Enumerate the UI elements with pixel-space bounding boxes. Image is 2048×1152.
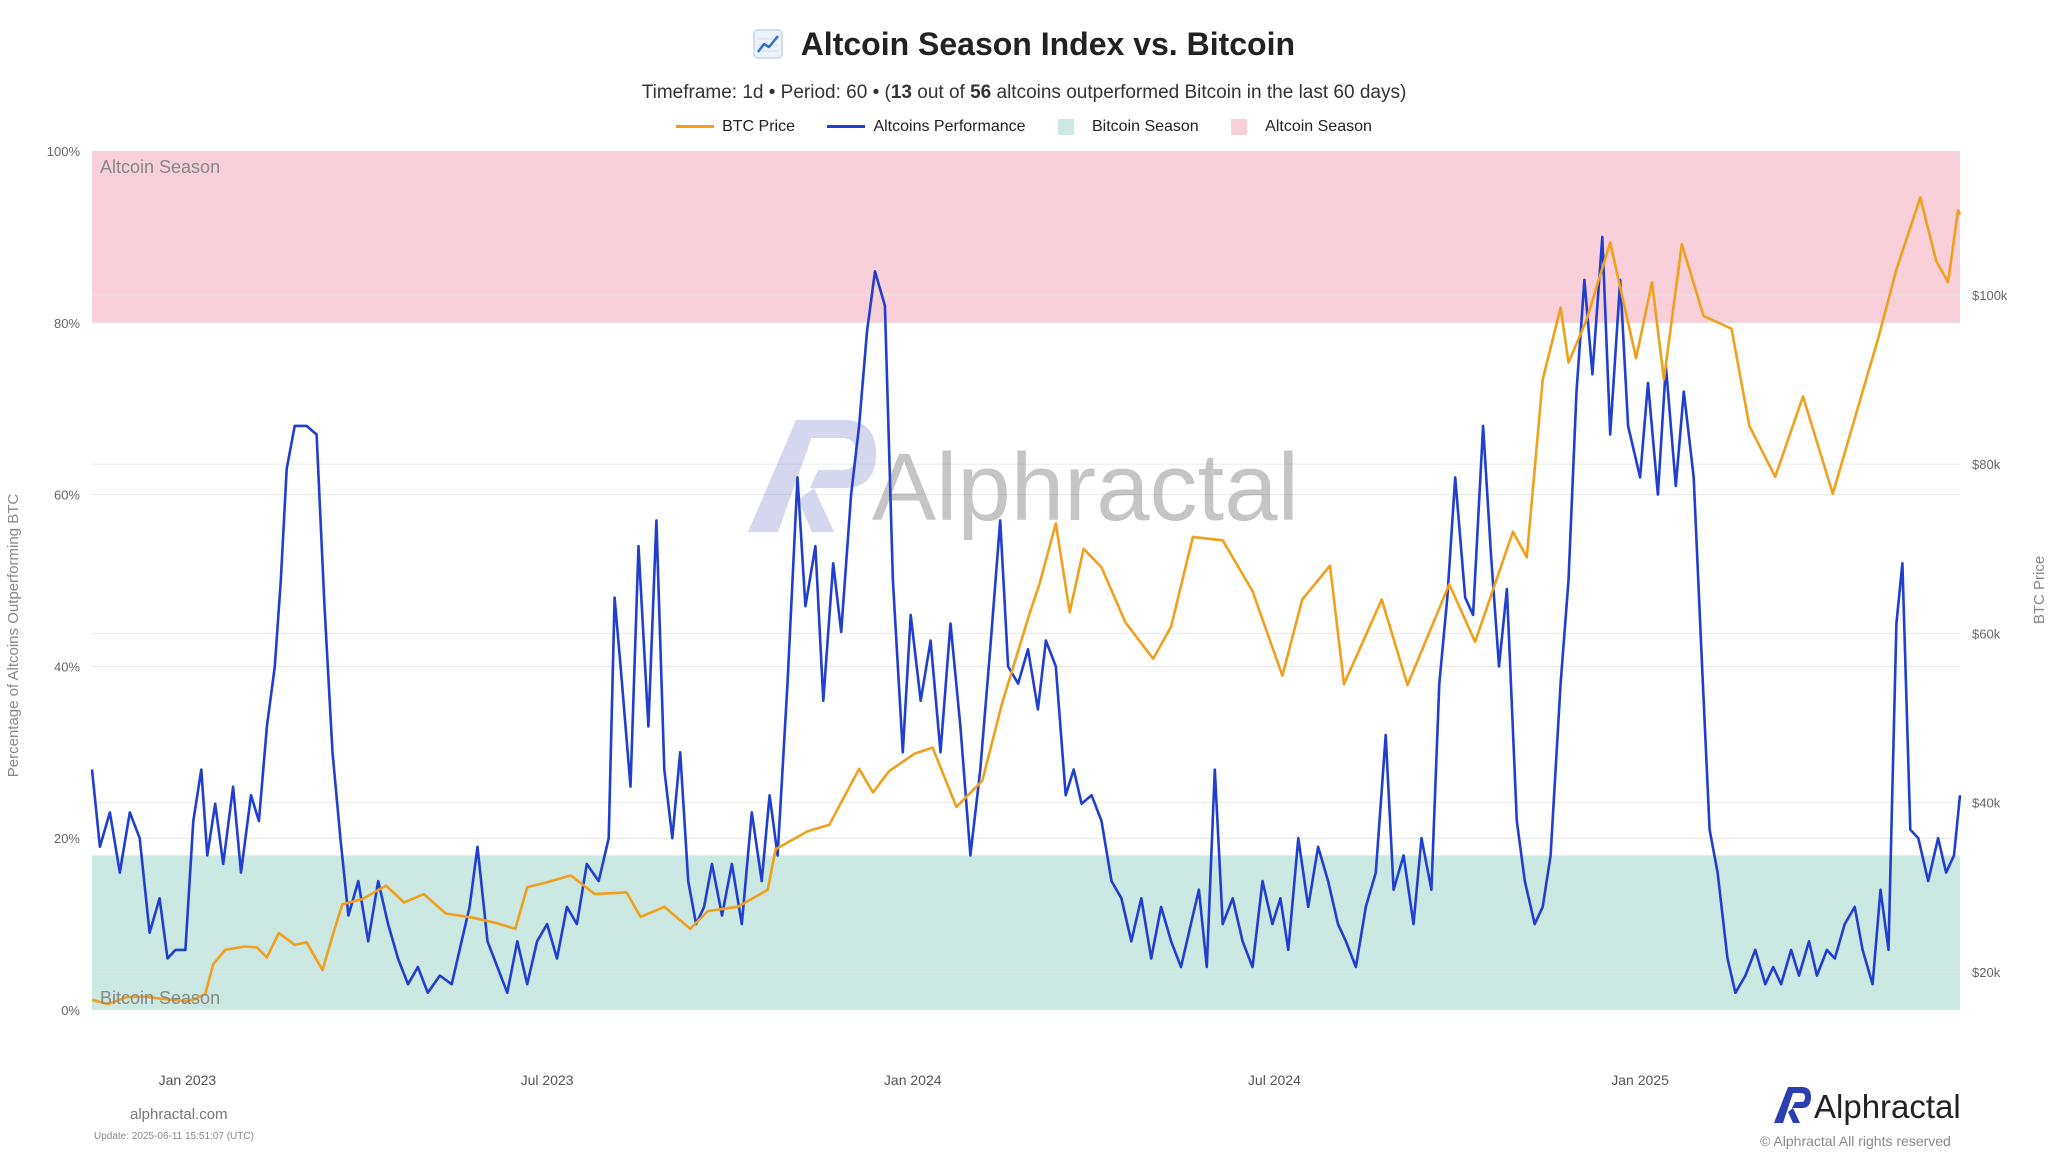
y-left-tick-label: 0%	[61, 1003, 80, 1018]
footer-update: Update: 2025-06-11 15:51:07 (UTC)	[94, 1131, 254, 1142]
altcoin-season-band	[92, 151, 1960, 323]
bitcoin-season-band	[92, 855, 1960, 1010]
legend-label-bitcoin-season: Bitcoin Season	[1091, 118, 1199, 135]
band-labels: Altcoin Season Bitcoin Season	[100, 157, 220, 1008]
brand-logo[interactable]: Alphractal	[1772, 1086, 1961, 1126]
btc-price-line	[91, 196, 1962, 1006]
subtitle-suffix: altcoins outperformed Bitcoin in the las…	[991, 82, 1407, 103]
y-right-tick-label: $60k	[1972, 626, 2001, 641]
legend-label-altcoins-performance: Altcoins Performance	[873, 118, 1026, 135]
legend-label-btc-price: BTC Price	[722, 118, 795, 135]
x-tick-label: Jan 2024	[884, 1072, 942, 1088]
y-axis-right: $20k $40k $60k $80k $100k	[1972, 288, 2008, 980]
alphractal-logo-icon	[1774, 1087, 1811, 1123]
legend-item-altcoins-performance[interactable]: Altcoins Performance	[827, 118, 1026, 136]
chart-title: Altcoin Season Index vs. Bitcoin	[800, 26, 1296, 62]
chart-title-row: Altcoin Season Index vs. Bitcoin	[0, 26, 2048, 63]
subtitle-mid: out of	[911, 82, 971, 103]
altcoin-season-band-label: Altcoin Season	[100, 157, 220, 177]
btc-price-swatch	[676, 125, 715, 129]
altcoins-performance-swatch	[827, 125, 866, 129]
y-left-tick-label: 20%	[54, 831, 80, 846]
y-left-tick-label: 80%	[54, 316, 80, 331]
watermark-logo-icon	[748, 420, 876, 532]
y-left-tick-label: 40%	[54, 659, 80, 674]
btc-price-series	[91, 196, 1962, 1006]
x-tick-label: Jul 2023	[521, 1072, 574, 1088]
copyright: © Alphractal All rights reserved	[1760, 1133, 1951, 1149]
legend-item-altcoin-season[interactable]: Altcoin Season	[1231, 118, 1372, 136]
axis-titles: Percentage of Altcoins Outperforming BTC…	[5, 494, 2048, 778]
outperforming-count: 13	[890, 82, 912, 103]
x-tick-label: Jul 2024	[1248, 1072, 1301, 1088]
chart-increasing-icon	[753, 29, 783, 59]
altcoins-performance-line	[90, 235, 1962, 995]
watermark: Alphractal	[748, 420, 1299, 541]
bitcoin-season-band-label: Bitcoin Season	[100, 988, 220, 1008]
altcoin-total: 56	[970, 82, 992, 103]
y-right-tick-label: $20k	[1972, 965, 2001, 980]
chart-legend: BTC Price Altcoins Performance Bitcoin S…	[0, 118, 2048, 136]
x-tick-label: Jan 2023	[159, 1072, 217, 1088]
y-left-tick-label: 60%	[54, 488, 80, 503]
legend-item-bitcoin-season[interactable]: Bitcoin Season	[1057, 118, 1199, 136]
chart-subtitle: Timeframe: 1d • Period: 60 • (13 out of …	[0, 82, 2048, 104]
y-left-tick-label: 100%	[47, 144, 81, 159]
bitcoin-season-swatch	[1057, 118, 1074, 135]
subtitle-prefix: Timeframe: 1d • Period: 60 • (	[641, 82, 891, 103]
x-tick-label: Jan 2025	[1611, 1072, 1669, 1088]
watermark-text: Alphractal	[872, 434, 1299, 541]
legend-item-btc-price[interactable]: BTC Price	[676, 118, 795, 136]
legend-label-altcoin-season: Altcoin Season	[1265, 118, 1372, 135]
altcoins-performance-series	[90, 235, 1962, 995]
y-right-tick-label: $40k	[1972, 796, 2001, 811]
x-axis: Jan 2023 Jul 2023 Jan 2024 Jul 2024 Jan 2025	[159, 1072, 1669, 1088]
altcoin-season-swatch	[1231, 118, 1248, 135]
y-right-tick-label: $80k	[1972, 457, 2001, 472]
y-right-tick-label: $100k	[1972, 288, 2008, 303]
y-left-axis-title: Percentage of Altcoins Outperforming BTC	[5, 494, 22, 778]
brand-name: Alphractal	[1814, 1088, 1961, 1125]
season-bands	[92, 151, 1960, 1010]
footer-site[interactable]: alphractal.com	[130, 1106, 228, 1123]
y-axis-left: 0% 20% 40% 60% 80% 100%	[47, 144, 81, 1018]
y-right-axis-title: BTC Price	[2031, 556, 2048, 624]
